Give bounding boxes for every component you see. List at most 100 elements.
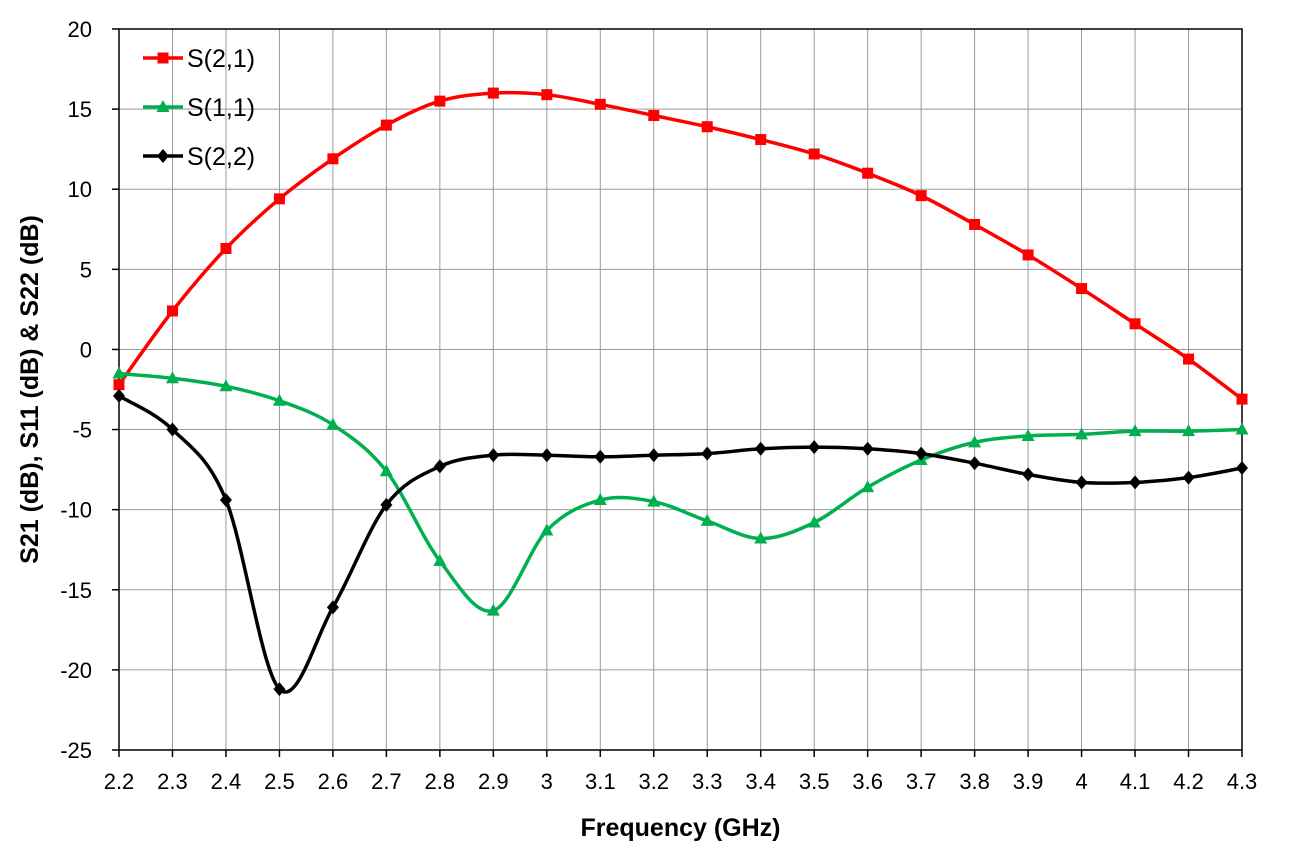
x-tick-label: 4.3 — [1227, 769, 1258, 794]
data-point-marker — [647, 494, 661, 507]
data-point-marker — [379, 464, 393, 477]
x-axis-title: Frequency (GHz) — [580, 814, 780, 842]
data-point-marker — [1183, 353, 1195, 365]
series-line — [117, 394, 1244, 694]
legend-swatch-marker — [156, 100, 170, 112]
axis-ticks: 2.2 2.3 2.4 2.5 2.6 2.7 2.8 2.9 3 3.1 3.2 3.3 3.4 3.5… — [60, 17, 1257, 794]
legend-label: S(2,2) — [187, 143, 255, 171]
data-point-marker — [486, 603, 500, 616]
data-point-marker — [273, 682, 286, 697]
x-tick-label: 2.6 — [318, 769, 349, 794]
y-tick-label: 0 — [80, 337, 92, 362]
y-tick-label: 5 — [80, 257, 92, 282]
data-point-marker — [1022, 249, 1034, 261]
data-point-marker — [113, 388, 125, 403]
data-point-marker — [219, 493, 232, 508]
data-point-marker — [1075, 427, 1089, 440]
x-tick-label: 4.2 — [1173, 769, 1204, 794]
series-line — [117, 371, 1244, 613]
legend: S(2,1) S(1,1) S(2,2) — [143, 45, 255, 171]
data-point-marker — [326, 417, 340, 430]
legend-item-s-2-1: S(2,1) — [143, 45, 255, 73]
x-tick-label: 3.9 — [1013, 769, 1044, 794]
data-point-marker — [968, 456, 981, 471]
x-tick-label: 3.4 — [745, 769, 776, 794]
y-tick-label: -10 — [60, 498, 92, 523]
data-point-marker — [754, 531, 768, 544]
series-group — [112, 87, 1249, 697]
data-point-marker — [808, 148, 820, 160]
y-tick-label: -15 — [60, 578, 92, 603]
data-point-marker — [1235, 422, 1249, 435]
data-point-marker — [861, 441, 874, 456]
data-point-marker — [755, 134, 767, 146]
data-point-marker — [433, 553, 447, 566]
x-tick-label: 3.5 — [799, 769, 830, 794]
data-point-marker — [968, 435, 982, 448]
data-point-marker — [861, 480, 875, 493]
data-point-marker — [540, 448, 553, 463]
x-tick-label: 2.3 — [157, 769, 188, 794]
series-s-2-1 — [113, 87, 1248, 405]
data-point-marker — [326, 600, 339, 615]
x-tick-label: 3.2 — [638, 769, 669, 794]
series-s-2-2 — [113, 388, 1248, 697]
data-point-marker — [380, 119, 392, 131]
legend-item-s-1-1: S(1,1) — [143, 94, 255, 122]
legend-swatch-marker — [157, 149, 169, 163]
legend-swatch-marker — [157, 52, 169, 64]
data-point-marker — [700, 513, 714, 526]
data-point-marker — [540, 523, 554, 536]
x-tick-label: 4.1 — [1120, 769, 1151, 794]
data-point-marker — [1129, 475, 1142, 490]
y-tick-label: 10 — [68, 177, 92, 202]
data-point-marker — [165, 371, 179, 384]
x-tick-label: 3.8 — [959, 769, 990, 794]
data-point-marker — [273, 193, 285, 205]
data-point-marker — [434, 95, 446, 107]
data-point-marker — [808, 440, 821, 455]
data-point-marker — [1022, 467, 1035, 482]
x-tick-label: 3.7 — [906, 769, 937, 794]
x-tick-label: 2.9 — [478, 769, 509, 794]
data-point-marker — [807, 515, 821, 528]
y-tick-label: 20 — [68, 17, 92, 42]
x-tick-label: 2.2 — [104, 769, 135, 794]
data-point-marker — [1236, 461, 1248, 476]
series-s-1-1 — [112, 366, 1249, 616]
data-point-marker — [754, 441, 767, 456]
data-point-marker — [487, 87, 499, 99]
x-tick-label: 2.5 — [264, 769, 295, 794]
data-point-marker — [648, 110, 660, 122]
legend-label: S(2,1) — [187, 45, 255, 73]
data-point-marker — [1128, 424, 1142, 437]
x-tick-label: 3.6 — [852, 769, 883, 794]
data-point-marker — [487, 448, 500, 463]
data-point-marker — [272, 393, 286, 406]
y-tick-label: 15 — [68, 97, 92, 122]
y-axis-title: S21 (dB), S11 (dB) & S22 (dB) — [16, 215, 44, 564]
data-point-marker — [701, 121, 713, 133]
x-tick-label: 2.8 — [425, 769, 456, 794]
data-point-marker — [862, 167, 874, 179]
y-tick-label: -20 — [60, 658, 92, 683]
data-point-marker — [1236, 393, 1248, 405]
data-point-marker — [1076, 283, 1088, 295]
data-point-marker — [219, 379, 233, 392]
x-tick-label: 4 — [1075, 769, 1087, 794]
series-line — [117, 90, 1244, 401]
data-point-marker — [915, 190, 927, 202]
data-point-marker — [113, 379, 125, 391]
data-point-marker — [969, 218, 981, 230]
data-point-marker — [380, 497, 393, 512]
data-point-marker — [1129, 318, 1141, 330]
x-tick-label: 2.4 — [211, 769, 242, 794]
data-point-marker — [1075, 475, 1088, 490]
y-tick-label: -5 — [72, 418, 92, 443]
legend-item-s-2-2: S(2,2) — [143, 143, 255, 171]
data-point-marker — [647, 448, 660, 463]
data-point-marker — [594, 449, 607, 464]
data-point-marker — [594, 98, 606, 110]
